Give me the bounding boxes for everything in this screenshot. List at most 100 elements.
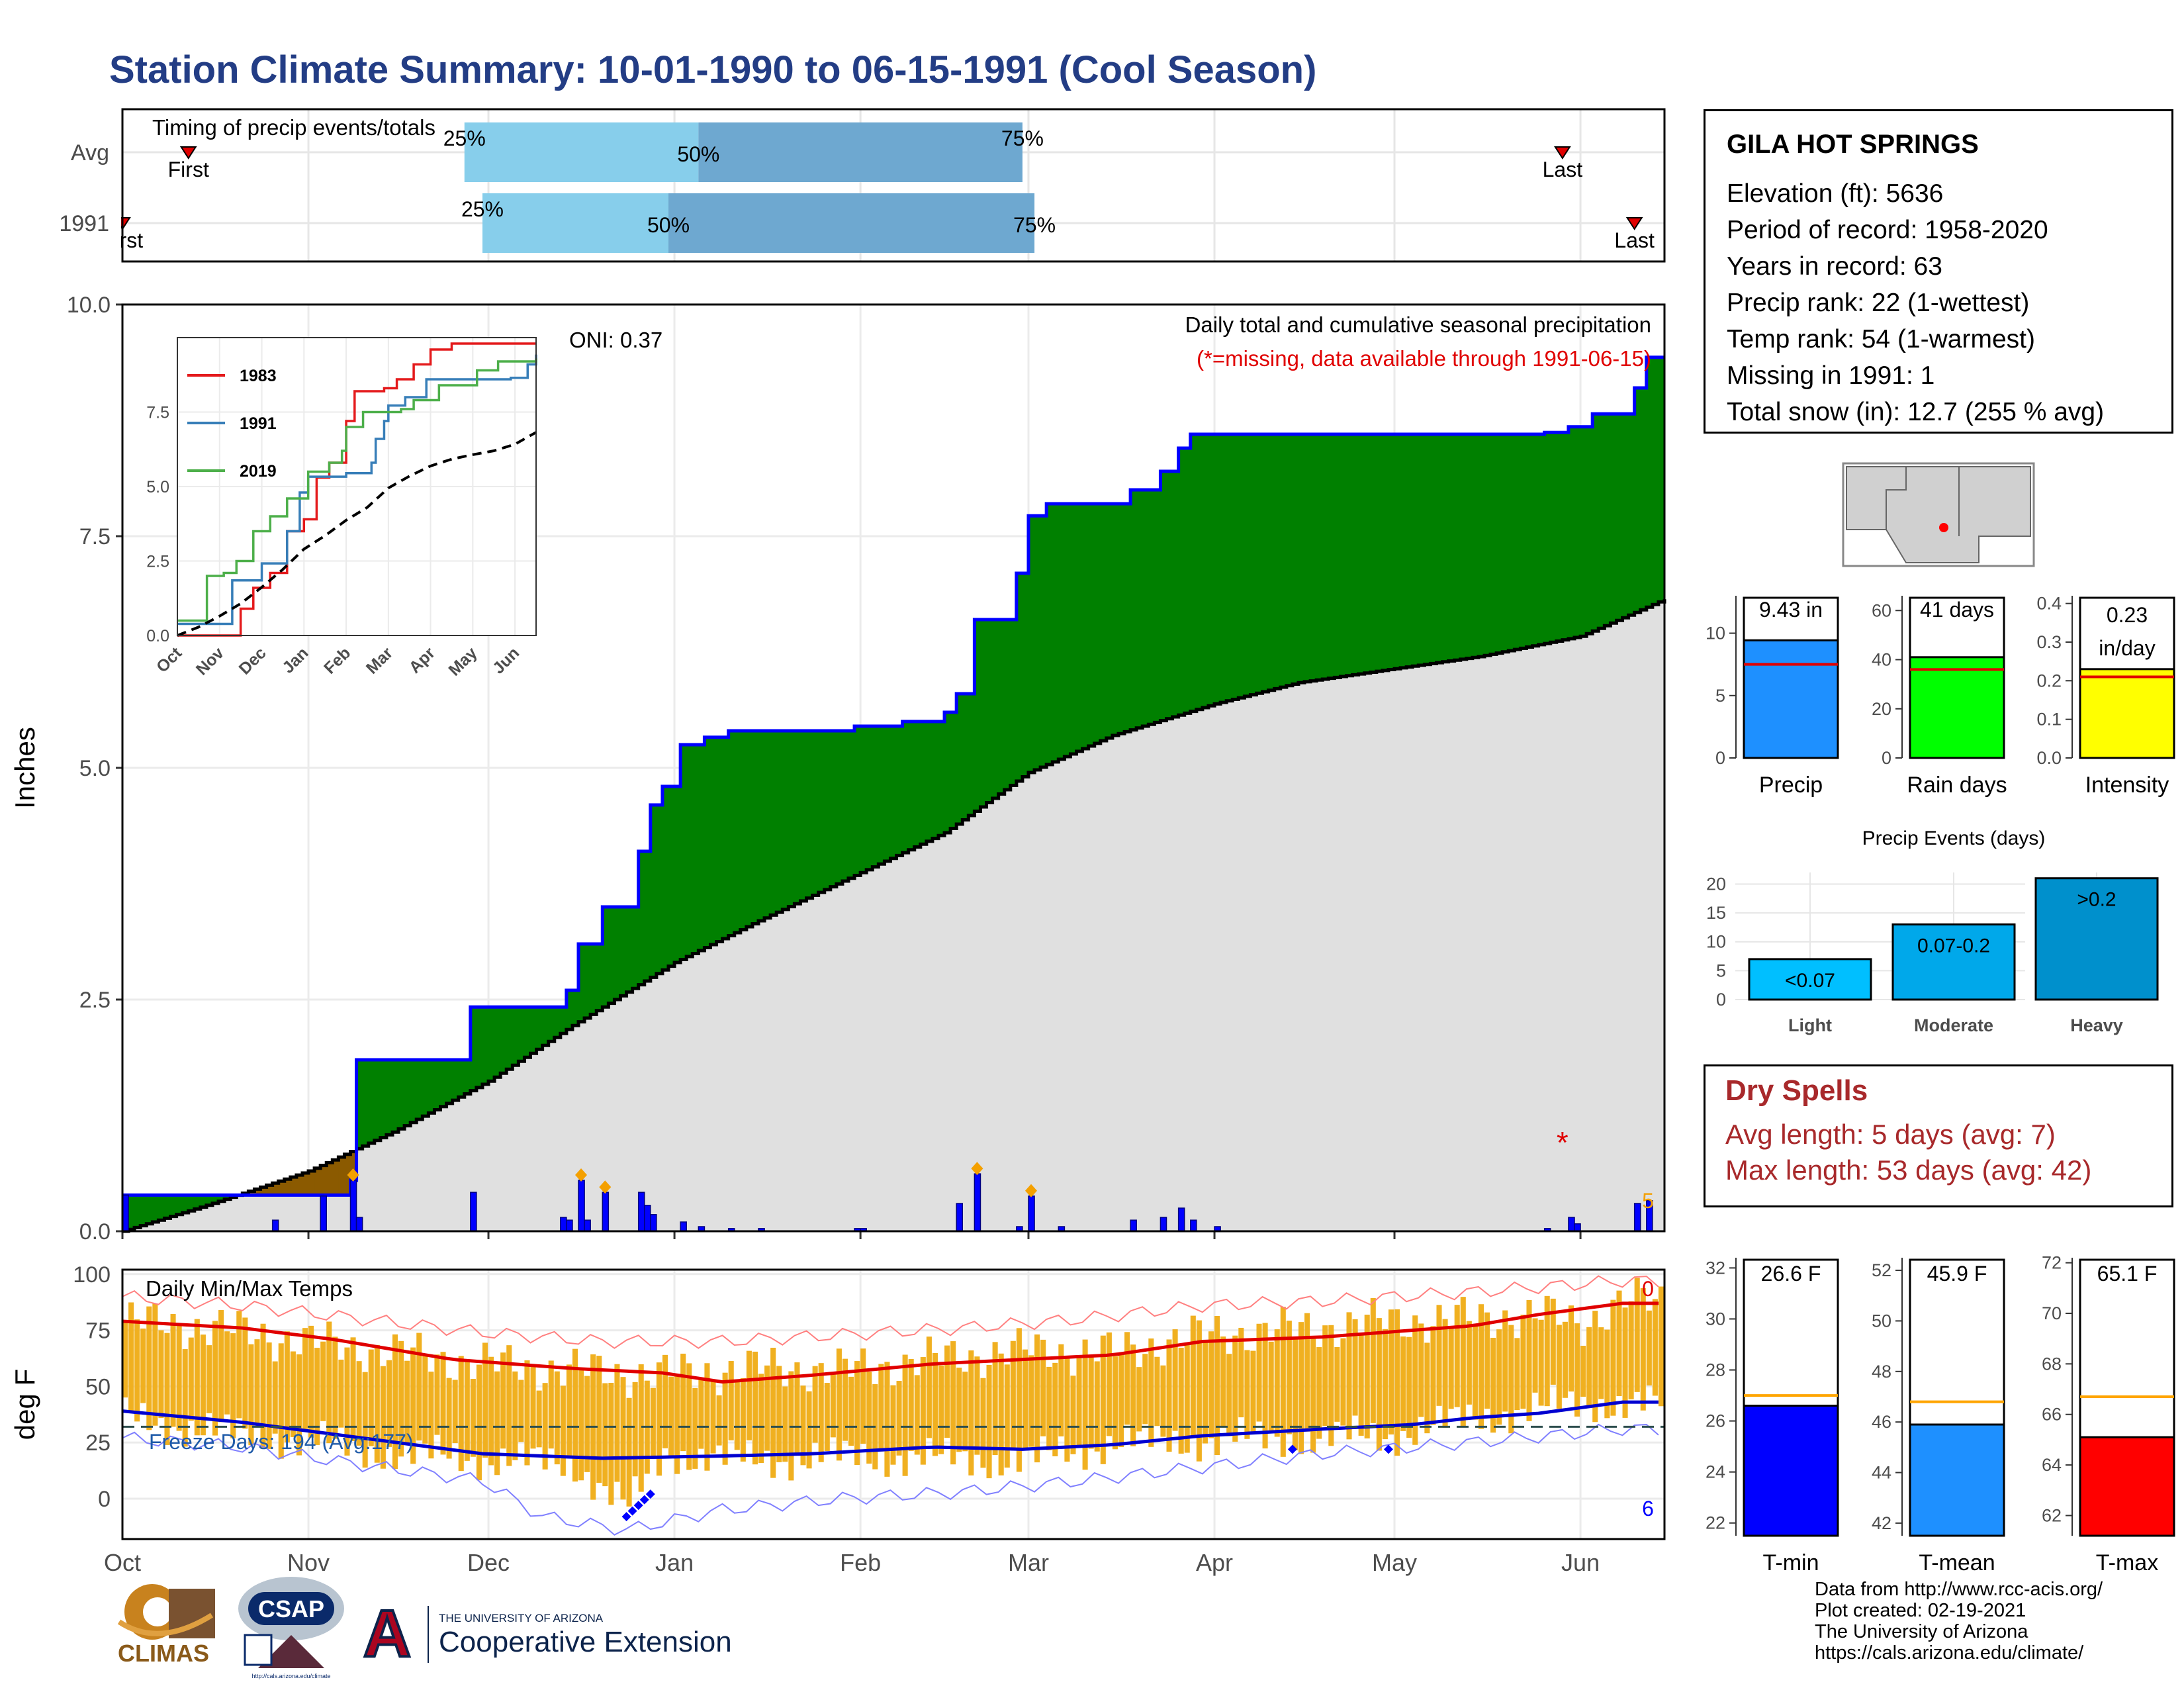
above-average-fill	[1298, 434, 1305, 683]
daily-temp-bar	[770, 1347, 776, 1478]
above-average-fill	[944, 712, 951, 833]
daily-temp-bar	[350, 1337, 356, 1441]
daily-temp-bar	[1166, 1339, 1172, 1452]
inset-legend-label: 2019	[240, 462, 277, 481]
timing-pct-label: 50%	[677, 142, 719, 166]
daily-temp-bar	[962, 1372, 968, 1452]
above-average-fill	[1196, 434, 1203, 710]
credits: Data from http://www.rcc-acis.org/ Plot …	[1815, 1579, 2103, 1664]
summary-y-tick-label: 68	[2042, 1354, 2062, 1374]
above-average-fill	[1472, 434, 1479, 658]
daily-temp-bar	[488, 1356, 494, 1466]
temp-y-tick-label: 100	[73, 1262, 111, 1288]
climas-logo-text: CLIMAS	[118, 1640, 209, 1667]
above-average-fill	[1556, 432, 1563, 641]
daily-temp-bar	[566, 1364, 572, 1457]
daily-temp-bar	[794, 1362, 800, 1455]
above-average-fill	[974, 620, 981, 812]
precip-event-bar-label: <0.07	[1785, 970, 1835, 992]
daily-temp-bar	[398, 1340, 404, 1457]
above-average-fill	[698, 745, 705, 951]
daily-temp-bar	[1160, 1365, 1166, 1437]
summary-y-tick-label: 22	[1706, 1513, 1725, 1533]
above-average-fill	[206, 1195, 213, 1205]
above-average-fill	[1004, 620, 1011, 790]
timing-frame	[121, 108, 1666, 263]
daily-temp-bar	[1340, 1338, 1346, 1426]
above-average-fill	[1100, 504, 1107, 741]
above-average-fill	[860, 726, 867, 873]
timing-bar-25-50	[464, 122, 699, 182]
daily-temp-bar	[1436, 1305, 1442, 1406]
daily-temp-bar	[836, 1348, 842, 1461]
daily-temp-bar	[956, 1368, 962, 1452]
daily-temp-bar	[1646, 1310, 1652, 1385]
above-average-fill	[1112, 504, 1119, 735]
timing-pct-label: 50%	[647, 213, 690, 237]
daily-temp-bar	[1010, 1340, 1016, 1451]
station-name: GILA HOT SPRINGS	[1727, 130, 1979, 159]
summary-y-tick-label: 52	[1872, 1260, 1891, 1280]
timing-edge-mask	[96, 110, 121, 261]
above-average-fill	[818, 731, 825, 893]
summary-y-tick-label: 50	[1872, 1311, 1891, 1331]
observed-precip-line	[122, 355, 1664, 1197]
daily-temp-bar	[758, 1374, 764, 1464]
inset-legend-label: 1983	[240, 367, 277, 385]
csap-logo-text: CSAP	[258, 1595, 324, 1622]
above-average-fill	[1520, 434, 1527, 649]
above-average-fill	[1280, 434, 1287, 688]
precip-event-bar	[1748, 958, 1872, 1001]
above-average-fill	[566, 990, 573, 1030]
summary-category-label: T-mean	[1919, 1550, 1995, 1575]
daily-temp-bar	[1502, 1310, 1508, 1412]
station-elevation: Elevation (ft): 5636	[1727, 179, 1944, 208]
daily-temp-bar	[476, 1364, 482, 1481]
ua-logo-letter: A	[363, 1602, 411, 1671]
above-average-fill	[170, 1195, 177, 1217]
above-average-fill	[986, 620, 993, 803]
daily-temp-bar	[692, 1387, 698, 1469]
daily-temp-bar	[1406, 1336, 1412, 1438]
above-average-fill	[1184, 448, 1191, 714]
above-average-fill	[1262, 434, 1269, 692]
above-average-fill	[1046, 504, 1053, 765]
daily-temp-bar	[896, 1381, 902, 1456]
summary-category-label: T-max	[2096, 1550, 2158, 1575]
daily-temp-bar	[920, 1357, 926, 1465]
daily-temp-bar	[1448, 1328, 1454, 1409]
daily-temp-bar	[548, 1360, 554, 1449]
daily-temp-bar	[224, 1331, 230, 1415]
temperature-chart: 0 25 50 75 100 Oct Nov Dec Jan Feb Mar Apr May Jun Dai…	[9, 1262, 1666, 1576]
above-average-fill	[452, 1060, 459, 1101]
daily-temp-bar	[1454, 1305, 1460, 1407]
above-average-fill	[848, 731, 855, 878]
record-low-marker	[633, 1501, 643, 1511]
above-average-fill	[470, 1007, 477, 1091]
dry-spells-avg: Avg length: 5 days (avg: 7)	[1725, 1119, 2056, 1150]
below-average-fill	[332, 1160, 339, 1196]
above-average-fill	[770, 731, 777, 915]
above-average-fill	[734, 731, 741, 933]
above-average-fill	[638, 851, 645, 985]
temp-x-tick-label: Feb	[840, 1549, 881, 1576]
above-average-fill	[1538, 434, 1545, 645]
above-average-fill	[854, 726, 861, 876]
above-average-fill	[1646, 357, 1653, 608]
above-average-fill	[1382, 434, 1389, 671]
above-average-fill	[152, 1195, 159, 1222]
above-average-fill	[752, 731, 759, 924]
csap-logo-url: http://cals.arizona.edu/climate	[251, 1673, 330, 1679]
daily-temp-bar	[254, 1339, 260, 1425]
daily-temp-bar	[284, 1331, 290, 1443]
snow-event-marker	[971, 1162, 983, 1176]
above-average-fill	[1466, 434, 1473, 659]
daily-temp-bar	[1604, 1329, 1610, 1419]
daily-temp-bar	[1628, 1301, 1634, 1399]
below-average-fill	[278, 1181, 285, 1196]
above-average-fill	[866, 726, 873, 870]
freeze-days-label: Freeze Days: 194 (Avg:177)	[149, 1430, 414, 1454]
daily-temp-bar	[908, 1358, 914, 1451]
above-average-fill	[662, 786, 669, 970]
summary-y-tick-label: 70	[2042, 1303, 2062, 1323]
